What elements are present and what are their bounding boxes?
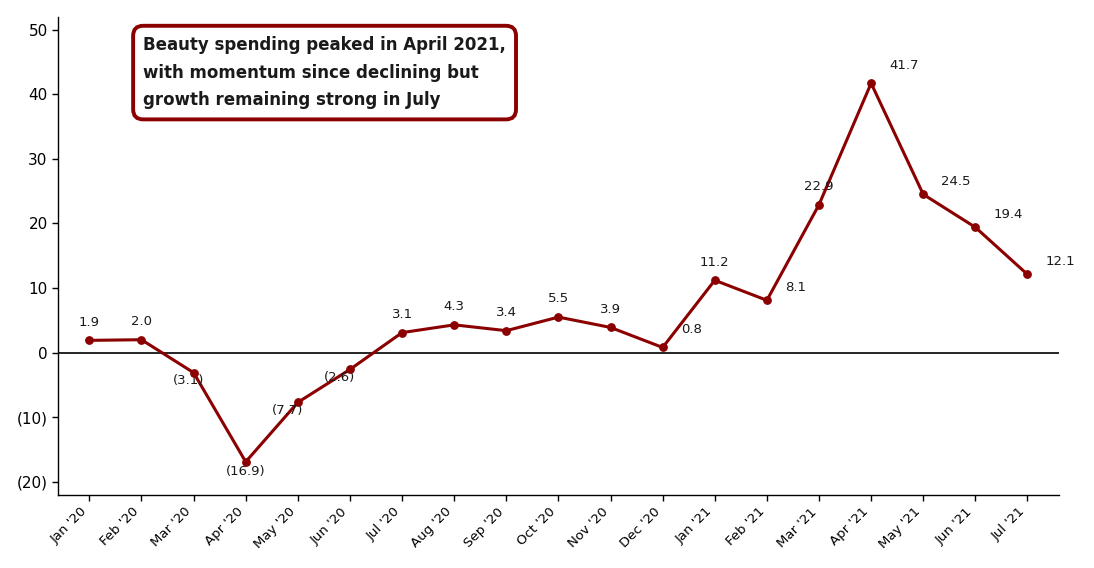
Text: 1.9: 1.9 — [79, 316, 100, 329]
Point — [1019, 270, 1036, 279]
Point — [445, 320, 463, 329]
Text: (2.6): (2.6) — [324, 371, 356, 383]
Text: 8.1: 8.1 — [785, 281, 806, 294]
Text: 2.0: 2.0 — [131, 315, 152, 328]
Point — [915, 190, 932, 199]
Text: Beauty spending peaked in April 2021,
with momentum since declining but
growth r: Beauty spending peaked in April 2021, wi… — [143, 36, 507, 110]
Text: 11.2: 11.2 — [700, 256, 730, 269]
Point — [758, 296, 776, 305]
Point — [498, 326, 515, 335]
Point — [602, 323, 619, 332]
Text: (16.9): (16.9) — [225, 465, 266, 478]
Text: (3.1): (3.1) — [173, 374, 205, 387]
Text: 24.5: 24.5 — [942, 175, 971, 188]
Text: 19.4: 19.4 — [993, 208, 1023, 221]
Point — [967, 223, 985, 232]
Point — [811, 200, 828, 209]
Point — [132, 335, 150, 344]
Point — [394, 328, 411, 337]
Text: 22.9: 22.9 — [804, 180, 834, 193]
Text: 3.9: 3.9 — [600, 303, 621, 316]
Point — [706, 275, 723, 285]
Point — [862, 79, 880, 88]
Text: 3.1: 3.1 — [392, 308, 412, 321]
Text: 5.5: 5.5 — [548, 293, 569, 306]
Text: 4.3: 4.3 — [444, 300, 465, 313]
Point — [654, 343, 672, 352]
Point — [289, 398, 306, 407]
Point — [549, 312, 567, 321]
Text: (7.7): (7.7) — [271, 404, 303, 416]
Text: 41.7: 41.7 — [889, 59, 919, 72]
Point — [341, 365, 359, 374]
Text: 12.1: 12.1 — [1046, 255, 1075, 268]
Point — [81, 336, 98, 345]
Point — [237, 457, 255, 466]
Point — [185, 368, 202, 377]
Text: 3.4: 3.4 — [496, 306, 516, 319]
Text: 0.8: 0.8 — [680, 323, 701, 336]
